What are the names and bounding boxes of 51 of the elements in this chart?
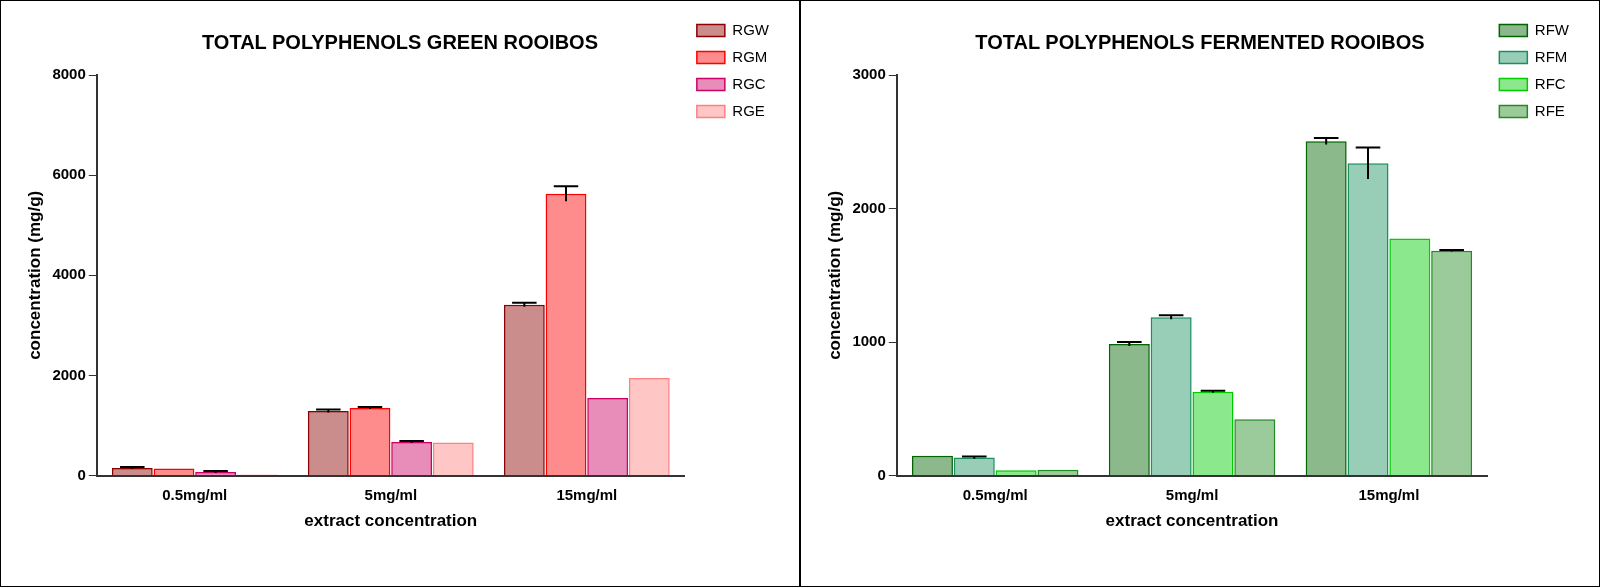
bar bbox=[1305, 141, 1347, 476]
y-tick-label: 6000 bbox=[52, 165, 86, 183]
x-tick-label: 15mg/ml bbox=[1358, 485, 1420, 503]
legend-label: RGC bbox=[732, 74, 766, 92]
x-axis-title: extract concentration bbox=[304, 511, 478, 531]
chart-title: TOTAL POLYPHENOLS GREEN ROOIBOS bbox=[202, 30, 598, 53]
bar bbox=[349, 408, 391, 476]
legend-label: RGW bbox=[732, 20, 770, 38]
x-axis-title: extract concentration bbox=[1105, 511, 1279, 531]
bar bbox=[1389, 238, 1431, 476]
bar bbox=[503, 304, 545, 476]
legend-label: RFW bbox=[1534, 20, 1570, 38]
legend-label: RFC bbox=[1534, 74, 1566, 92]
bar bbox=[1234, 419, 1276, 476]
bar bbox=[1192, 391, 1234, 476]
bar bbox=[391, 442, 433, 476]
legend-label: RFE bbox=[1534, 101, 1565, 119]
bar bbox=[432, 442, 474, 476]
bar bbox=[995, 470, 1037, 476]
bar bbox=[587, 397, 629, 476]
x-tick-label: 5mg/ml bbox=[1165, 485, 1219, 503]
legend-label: RFM bbox=[1534, 47, 1568, 65]
bar bbox=[545, 193, 587, 476]
x-tick-label: 15mg/ml bbox=[556, 485, 618, 503]
x-tick-label: 0.5mg/ml bbox=[162, 485, 228, 503]
y-tick-label: 4000 bbox=[52, 265, 86, 283]
y-tick-label: 8000 bbox=[52, 65, 86, 83]
y-tick-label: 1000 bbox=[852, 332, 886, 350]
x-tick-label: 5mg/ml bbox=[364, 485, 418, 503]
y-tick-label: 0 bbox=[877, 465, 886, 483]
bar bbox=[1431, 250, 1473, 476]
bar bbox=[628, 377, 670, 476]
y-axis-title: concentration (mg/g) bbox=[824, 190, 844, 360]
y-tick-label: 2000 bbox=[52, 365, 86, 383]
legend-label: RGM bbox=[732, 47, 768, 65]
y-tick-label: 2000 bbox=[852, 198, 886, 216]
bar bbox=[1150, 317, 1192, 476]
bar bbox=[1037, 469, 1079, 476]
y-tick-label: 0 bbox=[77, 465, 86, 483]
bar bbox=[1108, 344, 1150, 476]
bar bbox=[307, 411, 349, 476]
bar bbox=[153, 468, 195, 476]
bar bbox=[953, 457, 995, 476]
y-axis-title: concentration (mg/g) bbox=[24, 190, 44, 360]
x-tick-label: 0.5mg/ml bbox=[962, 485, 1028, 503]
bar bbox=[111, 468, 153, 476]
chart-title: TOTAL POLYPHENOLS FERMENTED ROOIBOS bbox=[975, 30, 1425, 53]
bar bbox=[1347, 163, 1389, 476]
legend-label: RGE bbox=[732, 101, 765, 119]
y-tick-label: 3000 bbox=[852, 65, 886, 83]
bar bbox=[911, 455, 953, 476]
